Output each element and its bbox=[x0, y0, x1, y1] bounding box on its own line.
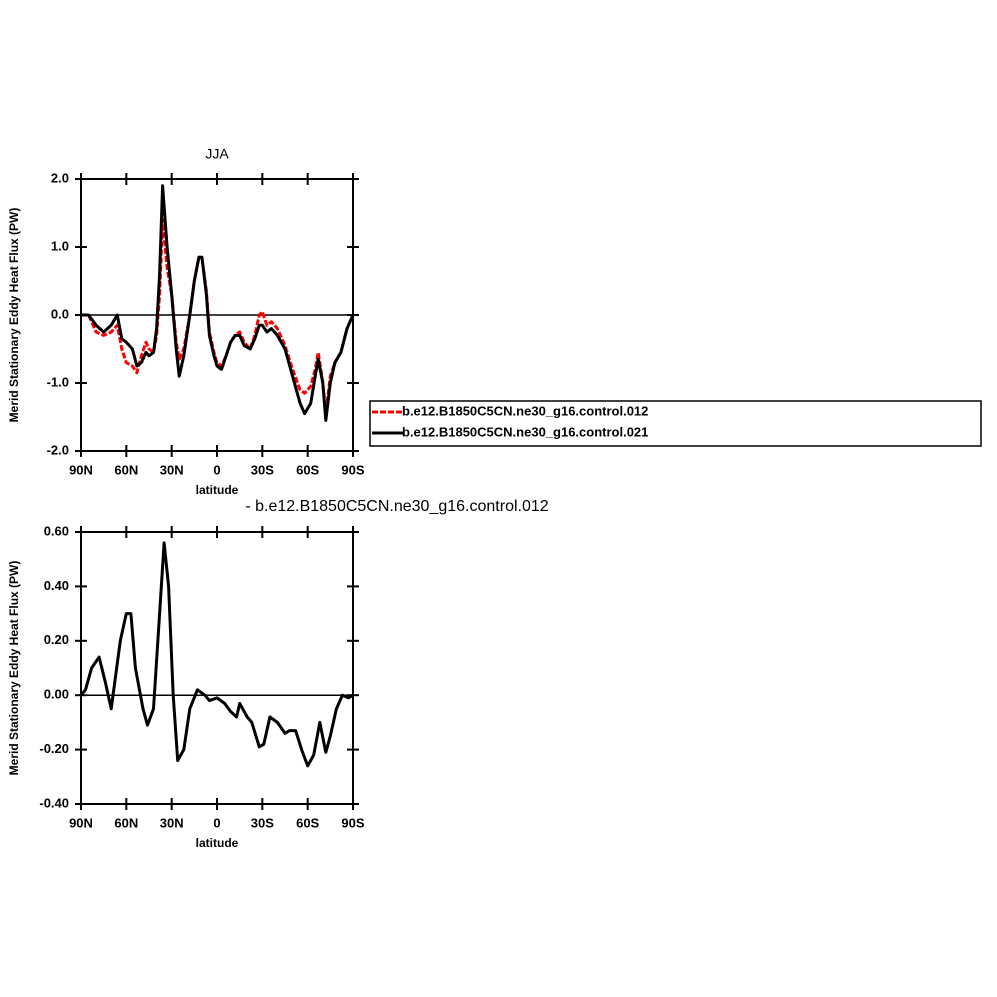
y-tick-label: -0.40 bbox=[39, 795, 69, 810]
legend-label: b.e12.B1850C5CN.ne30_g16.control.012 bbox=[402, 403, 648, 418]
x-tick-label: 90N bbox=[69, 462, 93, 477]
y-tick-label: -2.0 bbox=[47, 442, 69, 457]
x-axis-label: latitude bbox=[196, 483, 239, 497]
y-axis-label: Merid Stationary Eddy Heat Flux (PW) bbox=[7, 561, 21, 776]
y-tick-label: 1.0 bbox=[51, 238, 69, 253]
x-tick-label: 90S bbox=[341, 462, 364, 477]
y-tick-label: 2.0 bbox=[51, 170, 69, 185]
y-axis-label: Merid Stationary Eddy Heat Flux (PW) bbox=[7, 208, 21, 423]
y-tick-label: 0.0 bbox=[51, 306, 69, 321]
legend-label: b.e12.B1850C5CN.ne30_g16.control.021 bbox=[402, 424, 648, 439]
y-tick-label: -0.20 bbox=[39, 741, 69, 756]
x-tick-label: 60S bbox=[296, 815, 319, 830]
x-tick-label: 30S bbox=[251, 815, 274, 830]
x-tick-label: 90S bbox=[341, 815, 364, 830]
x-tick-label: 30N bbox=[160, 462, 184, 477]
y-tick-label: 0.60 bbox=[44, 523, 69, 538]
plot-frame bbox=[80, 531, 354, 805]
series-line bbox=[79, 541, 354, 768]
y-tick-label: 0.00 bbox=[44, 687, 69, 702]
y-tick-label: 0.20 bbox=[44, 632, 69, 647]
x-tick-label: 60S bbox=[296, 462, 319, 477]
x-tick-label: 0 bbox=[213, 815, 220, 830]
series-line bbox=[81, 218, 355, 416]
legend-box bbox=[369, 400, 982, 447]
y-tick-label: 0.40 bbox=[44, 578, 69, 593]
chart-title: - b.e12.B1850C5CN.ne30_g16.control.012 bbox=[245, 498, 548, 515]
y-tick-label: -1.0 bbox=[47, 374, 69, 389]
chart-title: JJA bbox=[205, 146, 229, 162]
x-tick-label: 0 bbox=[213, 462, 220, 477]
x-tick-label: 30N bbox=[160, 815, 184, 830]
x-tick-label: 60N bbox=[114, 815, 138, 830]
x-axis-label: latitude bbox=[196, 836, 239, 850]
x-tick-label: 30S bbox=[251, 462, 274, 477]
series-line bbox=[81, 184, 355, 422]
x-tick-label: 60N bbox=[114, 462, 138, 477]
x-tick-label: 90N bbox=[69, 815, 93, 830]
